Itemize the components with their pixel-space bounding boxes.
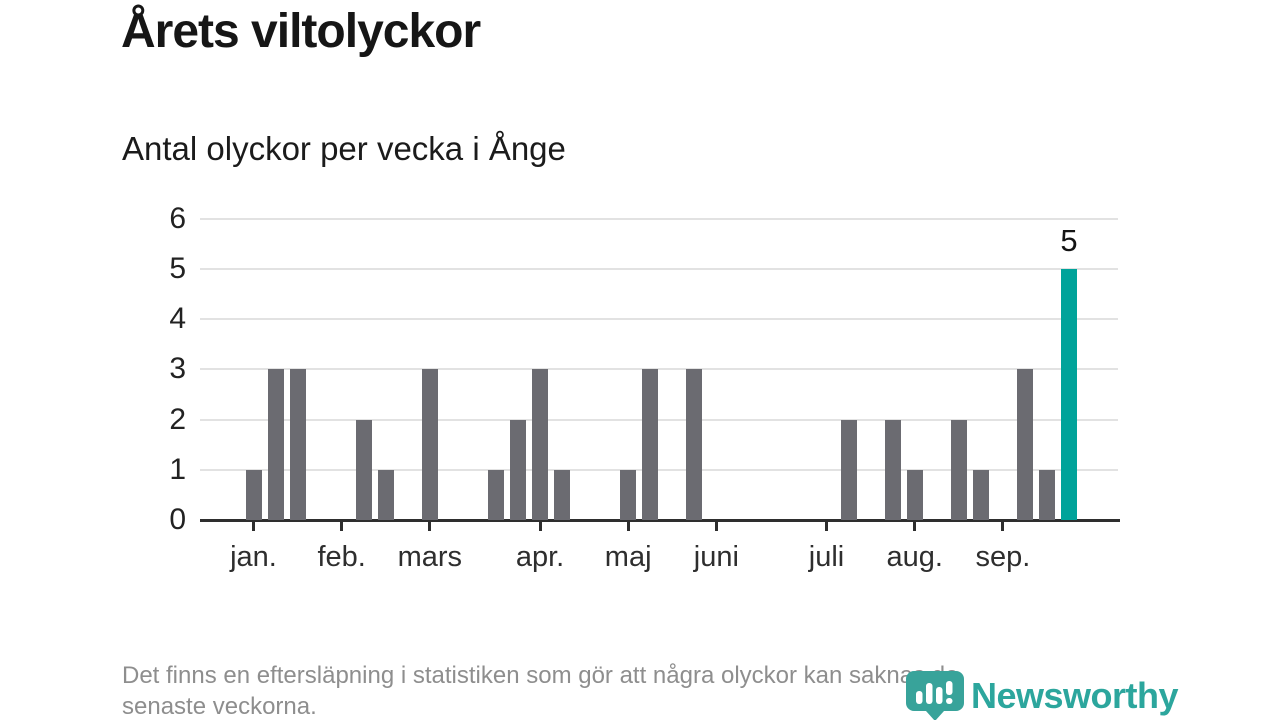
x-tick-juni [714, 521, 718, 531]
bar-week-12 [487, 469, 504, 520]
newsworthy-logo: Newsworthy [905, 670, 1179, 720]
gridline-y-1 [200, 468, 1118, 471]
chart-subtitle: Antal olyckor per vecka i Ånge [122, 130, 566, 167]
bar-week-13 [509, 419, 526, 520]
y-axis-label-0: 0 [169, 503, 186, 536]
x-axis-label-feb: feb. [317, 541, 366, 573]
x-tick-juli [825, 521, 829, 531]
x-tick-feb [340, 521, 344, 531]
x-axis-label-juli: juli [808, 541, 845, 573]
chart-title: Årets viltolyckor [121, 5, 481, 58]
footnote-line-2: senaste veckorna. [122, 693, 317, 720]
bar-week-36 [1016, 369, 1033, 520]
y-axis-label-4: 4 [169, 302, 186, 335]
x-tick-maj [626, 521, 630, 531]
bar-week-14 [532, 369, 549, 520]
y-axis-label-1: 1 [169, 452, 186, 486]
newsworthy-logo-icon [906, 671, 964, 720]
bar-week-6 [355, 419, 372, 520]
x-axis-label-jan: jan. [230, 541, 277, 573]
footnote-line-1: Det finns en eftersläpning i statistiken… [122, 662, 959, 689]
x-axis-label-maj: maj [604, 541, 652, 573]
x-tick-aug [913, 521, 917, 531]
bar-week-1 [245, 469, 262, 520]
bar-week-33 [950, 419, 967, 520]
bar-week-34 [972, 469, 989, 520]
bar-week-7 [377, 469, 394, 520]
gridline-y-6 [200, 217, 1118, 220]
gridline-y-2 [200, 418, 1118, 421]
bar-week-21 [686, 369, 703, 520]
bar-week-31 [906, 469, 923, 520]
y-axis-label-3: 3 [169, 352, 186, 386]
y-axis-label-6: 6 [169, 201, 186, 235]
y-axis-label-5: 5 [169, 251, 186, 285]
gridline-y-3 [200, 368, 1118, 371]
x-tick-jan [252, 521, 255, 531]
bar-week-18 [620, 469, 637, 520]
x-tick-sep [1001, 521, 1005, 531]
highlight-value-label: 5 [1060, 223, 1078, 258]
bar-week-30 [884, 419, 901, 520]
x-tick-apr [538, 521, 542, 531]
x-axis-line [200, 518, 1120, 522]
bar-week-37 [1038, 469, 1055, 520]
x-axis-label-mars: mars [397, 541, 463, 573]
bar-week-38 [1060, 268, 1077, 520]
bar-week-9 [421, 369, 438, 520]
y-axis-label-2: 2 [169, 402, 186, 436]
bar-week-2 [267, 369, 284, 520]
x-axis-label-sep: sep. [975, 541, 1031, 573]
bar-week-19 [642, 369, 659, 520]
x-axis-label-aug: aug. [886, 541, 943, 573]
x-tick-mars [428, 521, 432, 531]
newsworthy-wordmark: Newsworthy [971, 675, 1179, 716]
bar-week-15 [554, 469, 571, 520]
gridline-y-4 [200, 318, 1118, 320]
bar-week-28 [840, 419, 857, 520]
x-axis-label-juni: juni [693, 541, 739, 573]
gridline-y-5 [200, 267, 1118, 270]
footnote: Det finns en eftersläpning i statistiken… [122, 660, 1152, 720]
x-axis-label-apr: apr. [515, 541, 565, 573]
bar-week-3 [289, 369, 306, 520]
